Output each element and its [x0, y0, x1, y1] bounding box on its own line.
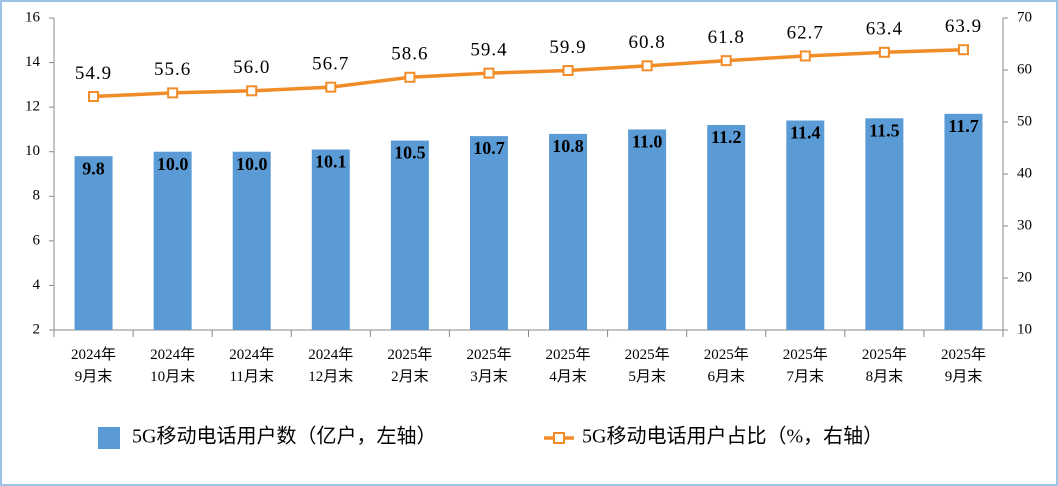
line-marker	[404, 71, 416, 83]
bar-value-label: 11.2	[711, 127, 742, 147]
bar	[390, 140, 429, 330]
y-tick-label: 4	[33, 277, 41, 293]
legend-swatch	[98, 427, 120, 449]
bar-value-label: 11.0	[632, 132, 663, 152]
x-tick-label: 2025年 7月末	[782, 347, 828, 385]
x-tick-label: 2025年 8月末	[861, 347, 907, 385]
bar	[153, 151, 192, 330]
y-tick-label: 10	[25, 143, 40, 159]
line-marker	[483, 67, 495, 79]
x-tick-label: 2025年 9月末	[940, 347, 986, 385]
y2-tick-label: 40	[1017, 165, 1032, 181]
line-marker	[720, 55, 732, 67]
bar	[865, 118, 904, 331]
y2-tick-label: 20	[1017, 269, 1032, 285]
line-value-label: 55.6	[154, 59, 191, 80]
y-tick-label: 12	[25, 99, 40, 115]
bar-value-label: 11.7	[948, 116, 979, 136]
bar-value-label: 11.4	[790, 123, 821, 143]
line-value-label: 56.0	[233, 57, 270, 78]
bar	[549, 133, 588, 330]
y2-tick-label: 10	[1017, 321, 1032, 337]
line-value-label: 54.9	[75, 63, 112, 84]
bar-value-label: 10.1	[315, 152, 347, 172]
line-value-label: 60.8	[629, 32, 666, 53]
line-marker	[641, 60, 653, 72]
bar	[311, 149, 350, 330]
line-value-label: 59.9	[549, 37, 586, 58]
bar-value-label: 10.8	[552, 136, 584, 156]
bar	[74, 156, 113, 330]
legend-swatch	[553, 432, 565, 444]
y2-tick-label: 60	[1017, 61, 1032, 77]
bar-value-label: 9.8	[82, 158, 105, 178]
line-marker	[957, 44, 969, 56]
line	[93, 47, 964, 99]
x-tick-label: 2024年 9月末	[71, 347, 117, 385]
y2-tick-label: 50	[1017, 113, 1032, 129]
y-tick-label: 6	[33, 232, 41, 248]
bar-value-label: 10.0	[236, 154, 268, 174]
line-value-label: 63.9	[945, 16, 982, 37]
x-tick-label: 2024年 12月末	[308, 347, 354, 385]
line-value-label: 59.4	[470, 39, 507, 60]
x-tick-label: 2024年 11月末	[229, 347, 275, 385]
y2-tick-label: 30	[1017, 217, 1032, 233]
legend-label: 5G移动电话用户占比（%，右轴）	[582, 425, 883, 448]
legend-label: 5G移动电话用户数（亿户，左轴）	[132, 425, 436, 448]
x-tick-label: 2025年 2月末	[387, 347, 433, 385]
line-value-label: 62.7	[787, 22, 824, 43]
bar-value-label: 10.5	[394, 143, 426, 163]
line-marker	[878, 46, 890, 58]
bar	[232, 151, 271, 330]
bar-value-label: 10.7	[473, 138, 505, 158]
bar	[944, 113, 983, 330]
y-tick-label: 14	[25, 54, 41, 70]
line-marker	[246, 85, 258, 97]
line-marker	[562, 65, 574, 77]
x-tick-label: 2024年 10月末	[150, 347, 196, 385]
line-value-label: 63.4	[866, 19, 903, 40]
x-tick-label: 2025年 6月末	[703, 347, 749, 385]
x-tick-label: 2025年 3月末	[466, 347, 512, 385]
y-tick-label: 2	[33, 321, 41, 337]
line-marker	[799, 50, 811, 62]
line-value-label: 56.7	[312, 54, 349, 75]
y2-tick-label: 70	[1017, 9, 1032, 25]
x-tick-label: 2025年 4月末	[545, 347, 591, 385]
line-value-label: 61.8	[708, 27, 745, 48]
line-marker	[325, 81, 337, 93]
line-value-label: 58.6	[391, 44, 428, 65]
line-marker	[167, 87, 179, 99]
bar-value-label: 11.5	[869, 120, 900, 140]
y-tick-label: 16	[25, 9, 41, 25]
line-marker	[88, 91, 100, 103]
y-tick-label: 8	[33, 188, 41, 204]
bar	[628, 129, 667, 330]
bar	[707, 124, 746, 330]
bar	[786, 120, 825, 330]
bar-value-label: 10.0	[157, 154, 189, 174]
bar	[469, 136, 508, 330]
x-tick-label: 2025年 5月末	[624, 347, 670, 385]
